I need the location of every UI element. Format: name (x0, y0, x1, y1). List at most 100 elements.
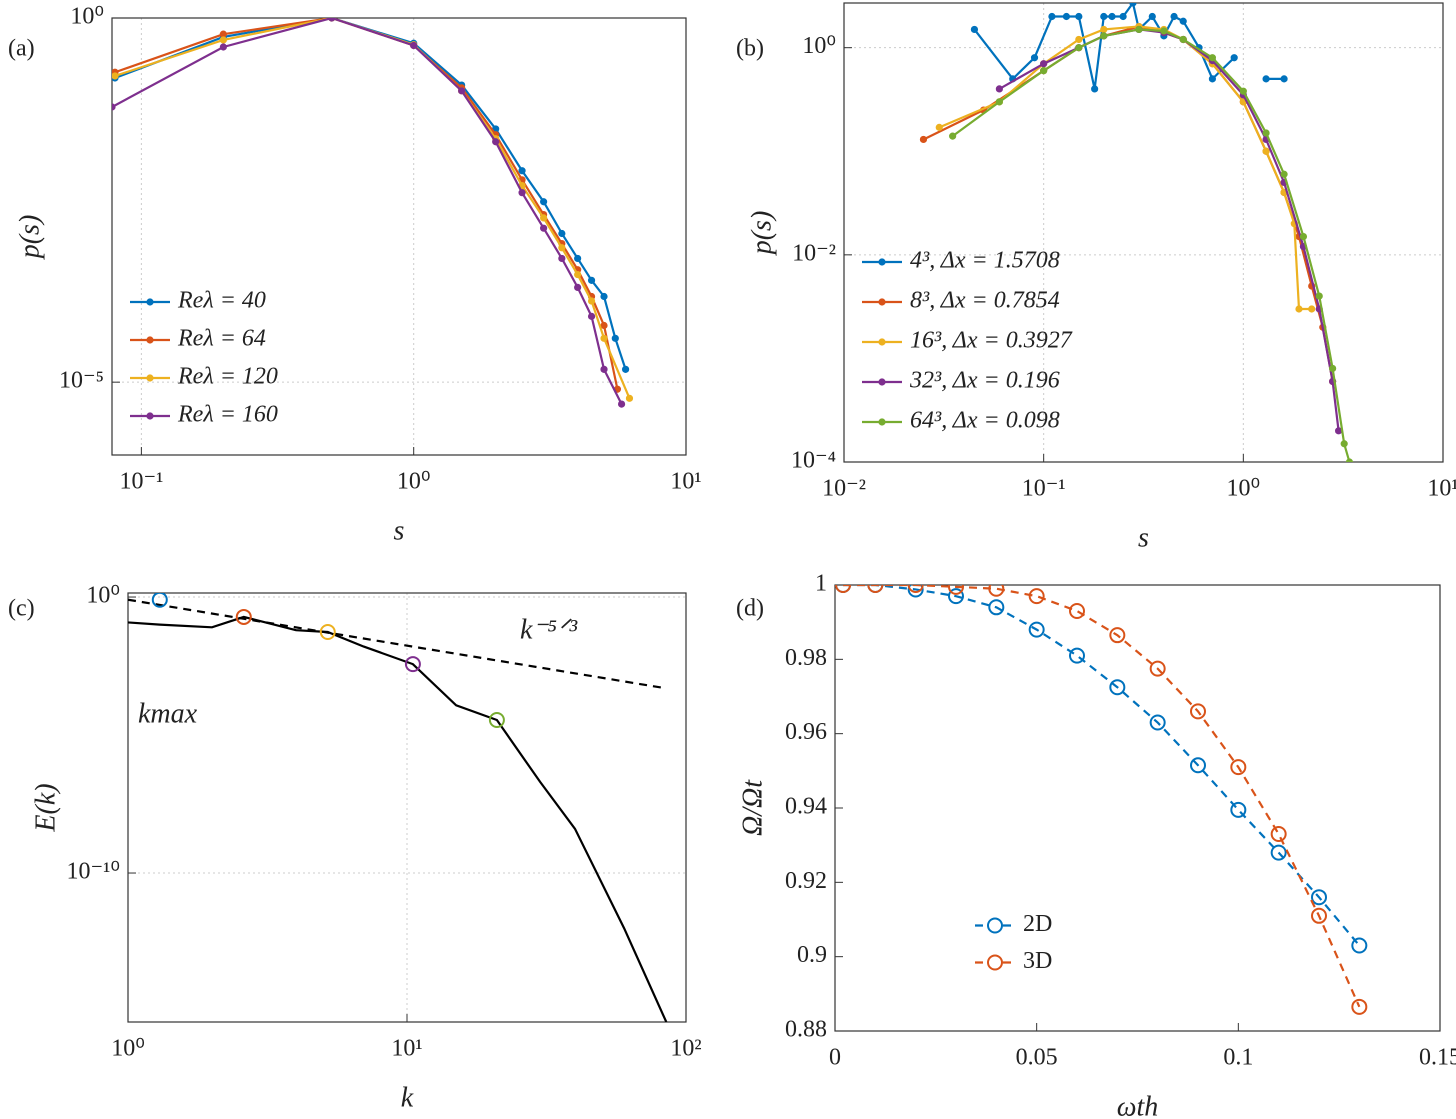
data-point (949, 132, 957, 140)
y-axis-label: E(k) (30, 783, 61, 832)
data-point (1149, 714, 1166, 731)
data-point (587, 297, 596, 305)
data-point (1262, 147, 1270, 155)
data-point (112, 103, 116, 111)
data-point (558, 254, 566, 263)
data-point (574, 270, 582, 279)
legend-label: 2D (1023, 911, 1052, 937)
plot-area (128, 593, 686, 1022)
data-point (1108, 12, 1116, 21)
data-point (151, 593, 168, 608)
data-point (1208, 54, 1217, 62)
data-point (1190, 703, 1206, 720)
x-axis-label: s (394, 515, 405, 546)
y-tick-label: 0.96 (785, 719, 827, 745)
data-point (1100, 25, 1108, 34)
x-tick-label: 10¹ (670, 469, 701, 495)
y-tick-label: 0.9 (797, 942, 827, 968)
data-point (1179, 35, 1187, 44)
y-tick-label: 0.92 (785, 868, 827, 894)
data-point (558, 229, 566, 238)
y-tick-label: 0.98 (785, 645, 827, 671)
data-point (1262, 129, 1270, 137)
data-point (1040, 60, 1048, 68)
y-tick-label: 1 (815, 571, 827, 597)
data-point (867, 585, 884, 593)
legend-label: Reλ = 120 (177, 364, 278, 390)
data-point (1028, 621, 1045, 638)
data-point (1119, 12, 1127, 21)
axes-frame (111, 17, 687, 456)
y-tick-label: 10⁻⁵ (59, 368, 104, 394)
data-point (587, 312, 596, 320)
y-tick-label: 10⁻⁴ (791, 448, 836, 474)
data-point (995, 98, 1003, 106)
data-point (235, 608, 252, 625)
data-point (1129, 3, 1137, 7)
data-point (404, 656, 421, 673)
legend-marker (146, 374, 154, 382)
data-point (1351, 937, 1368, 954)
data-point (1170, 12, 1178, 21)
data-point (1340, 440, 1348, 448)
data-point (948, 585, 964, 595)
data-point (540, 214, 548, 222)
data-point (1179, 17, 1187, 25)
y-tick-label: 0.94 (785, 794, 827, 820)
data-point (1230, 54, 1238, 62)
annotation: kmax (138, 698, 198, 729)
y-tick-label: 10⁰ (86, 583, 120, 609)
legend-label: Reλ = 160 (177, 402, 278, 428)
data-point (1048, 12, 1056, 21)
data-point (219, 36, 227, 44)
data-point (558, 244, 566, 252)
data-point (1100, 32, 1108, 40)
data-point (1075, 44, 1083, 52)
axes-frame (843, 2, 1444, 463)
data-point (1160, 27, 1168, 35)
data-point (988, 599, 1005, 616)
legend-marker (878, 418, 886, 426)
legend-marker (146, 298, 154, 306)
data-point (600, 365, 608, 373)
data-point (600, 334, 608, 342)
y-axis-label: p(s) (746, 211, 777, 257)
axes-frame (127, 592, 687, 1023)
data-point (410, 41, 418, 50)
legend-marker (146, 336, 154, 344)
data-point (995, 85, 1003, 93)
data-point (1208, 75, 1217, 83)
data-point (1295, 305, 1303, 313)
data-point (1311, 889, 1327, 906)
data-point (1308, 305, 1316, 313)
plot-area (835, 585, 1440, 1031)
plot-area (844, 3, 1443, 462)
data-point (540, 224, 548, 232)
data-point (1334, 427, 1343, 435)
data-point (1270, 826, 1287, 843)
x-tick-label: 10¹ (1427, 476, 1456, 502)
data-point (1149, 660, 1166, 677)
x-tick-label: 10⁻² (822, 476, 866, 502)
data-point (1280, 170, 1288, 178)
x-tick-label: 0.15 (1419, 1045, 1456, 1071)
data-point (970, 25, 979, 34)
data-point (488, 712, 505, 729)
legend-marker (878, 258, 886, 266)
y-tick-label: 10⁻² (792, 240, 836, 266)
legend-marker (146, 412, 154, 420)
data-point (1135, 25, 1143, 34)
data-point (988, 585, 1005, 597)
legend-label: 64³, Δx = 0.098 (910, 408, 1060, 434)
data-point (835, 585, 852, 593)
data-point (1030, 54, 1039, 62)
y-tick-label: 10⁻¹⁰ (67, 859, 120, 885)
data-point (1345, 458, 1354, 462)
x-axis-label: s (1138, 522, 1149, 553)
axes-frame (834, 584, 1441, 1032)
data-point (587, 276, 596, 284)
x-tick-label: 0.05 (1016, 1045, 1058, 1071)
legend-label: 32³, Δx = 0.196 (909, 368, 1060, 394)
data-point (574, 254, 582, 263)
